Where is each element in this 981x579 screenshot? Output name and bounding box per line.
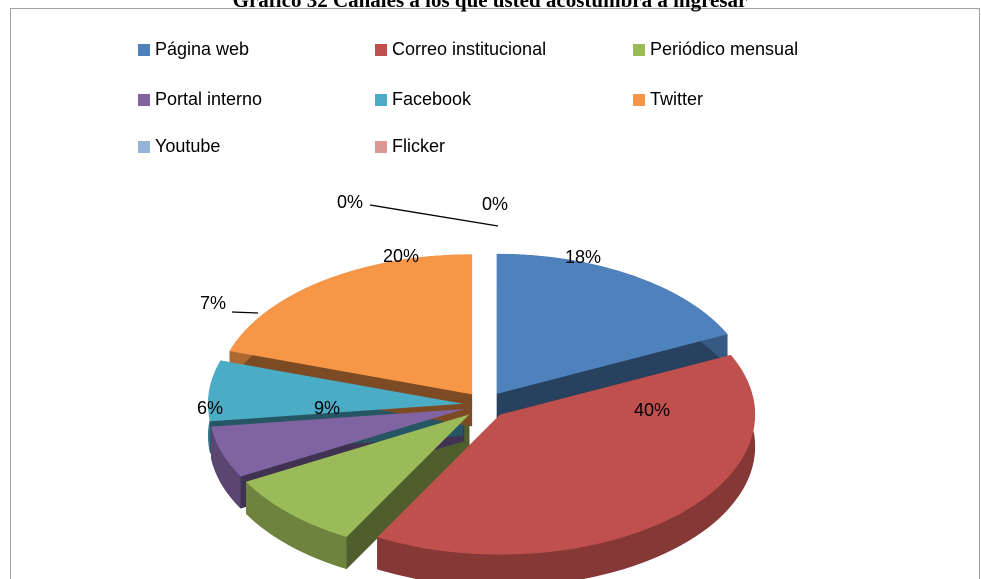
slice-side: [377, 355, 755, 579]
slice: [229, 254, 473, 395]
legend-label: Portal interno: [155, 89, 262, 109]
legend-swatch: [138, 141, 150, 153]
data-label: 9%: [314, 398, 340, 418]
data-label: 40%: [634, 400, 670, 420]
legend-swatch: [375, 94, 387, 106]
data-label: 0%: [337, 192, 363, 212]
legend-swatch: [375, 44, 387, 56]
slice: [208, 360, 464, 422]
data-label: 6%: [197, 398, 223, 418]
data-label: 18%: [565, 247, 601, 267]
data-label: 7%: [200, 293, 226, 313]
legend-label: Facebook: [392, 89, 472, 109]
legend-label: Twitter: [650, 89, 703, 109]
legend-label: Flicker: [392, 136, 445, 156]
legend-swatch: [633, 94, 645, 106]
leader-line: [369, 204, 499, 227]
leader-line: [231, 311, 259, 314]
slice: [496, 253, 728, 394]
legend-label: Periódico mensual: [650, 39, 798, 59]
data-label: 0%: [482, 194, 508, 214]
data-label: 20%: [383, 246, 419, 266]
slice: [377, 355, 756, 555]
slice-side: [245, 481, 347, 570]
slice-tops: [208, 253, 756, 555]
legend-swatch: [633, 44, 645, 56]
legend-label: Youtube: [155, 136, 220, 156]
legend-swatch: [375, 141, 387, 153]
slice: [245, 414, 470, 538]
slice-side: [211, 426, 241, 509]
chart-title: Gráfico 32 Canales a los que usted acost…: [233, 0, 748, 12]
slice: [211, 409, 465, 477]
legend-label: Correo institucional: [392, 39, 546, 59]
legend-swatch: [138, 44, 150, 56]
legend-swatch: [138, 94, 150, 106]
legend-label: Página web: [155, 39, 249, 59]
